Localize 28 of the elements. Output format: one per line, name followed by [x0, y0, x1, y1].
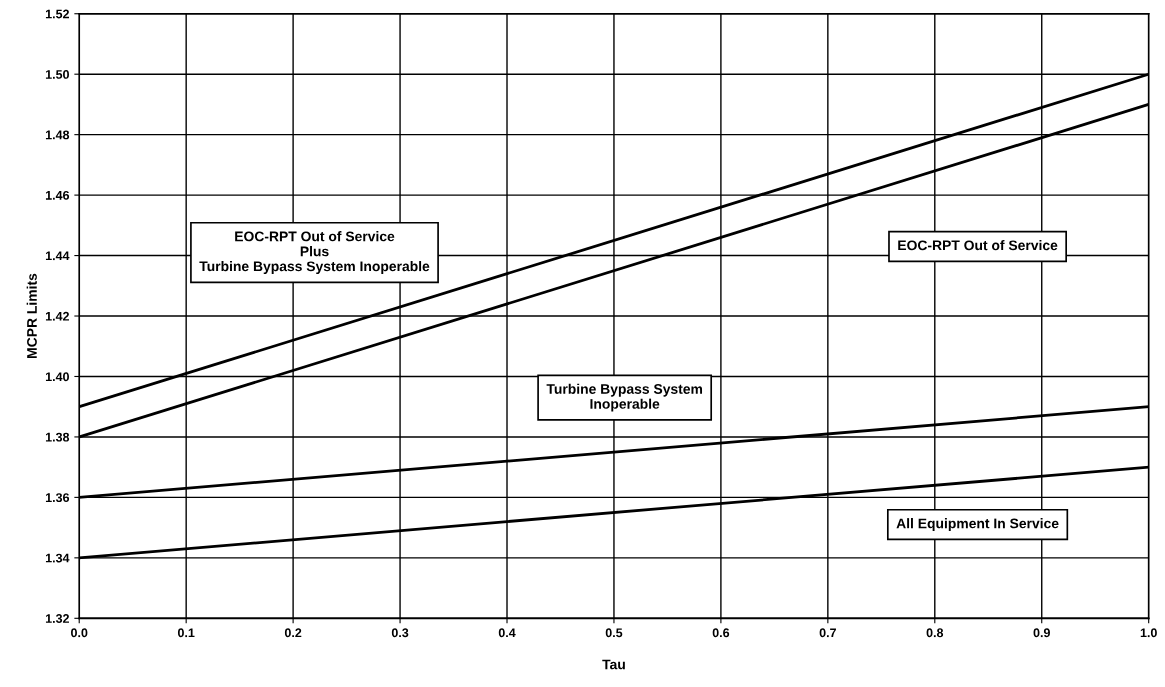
y-tick-label: 1.48 — [45, 130, 70, 140]
x-tick-label: 0.0 — [71, 628, 88, 638]
x-tick-label: 0.5 — [605, 628, 623, 638]
x-tick-label: 0.3 — [391, 628, 409, 638]
x-tick-label: 0.7 — [819, 628, 836, 638]
x-tick-label: 0.1 — [177, 628, 195, 638]
y-axis-title: MCPR Limits — [26, 273, 37, 358]
y-tick-label: 1.44 — [45, 251, 70, 261]
y-tick-label: 1.46 — [45, 190, 70, 200]
series-label: EOC-RPT Out of Service Plus Turbine Bypass System Inoperable — [199, 231, 430, 274]
x-tick-label: 0.4 — [498, 628, 516, 638]
text: All Equipment In Service — [896, 518, 1059, 532]
x-tick-label: 1.0 — [1140, 628, 1157, 638]
text: Turbine Bypass System Inoperable — [546, 383, 703, 412]
x-axis-title: Tau — [602, 659, 625, 670]
y-tick-label: 1.52 — [45, 9, 69, 19]
x-tick-label: 0.6 — [712, 628, 730, 638]
y-tick-label: 1.50 — [45, 70, 69, 79]
x-tick-label: 0.9 — [1033, 628, 1050, 638]
y-tick-label: 1.38 — [45, 432, 70, 442]
y-tick-label: 1.40 — [45, 372, 69, 382]
x-tick-label: 0.8 — [926, 628, 944, 638]
y-tick-label: 1.34 — [45, 553, 70, 563]
text: EOC-RPT Out of Service — [898, 240, 1058, 251]
y-tick-label: 1.36 — [45, 493, 70, 503]
y-tick-label: 1.32 — [45, 614, 69, 623]
y-tick-label: 1.42 — [45, 311, 69, 321]
x-tick-label: 0.2 — [284, 628, 302, 638]
